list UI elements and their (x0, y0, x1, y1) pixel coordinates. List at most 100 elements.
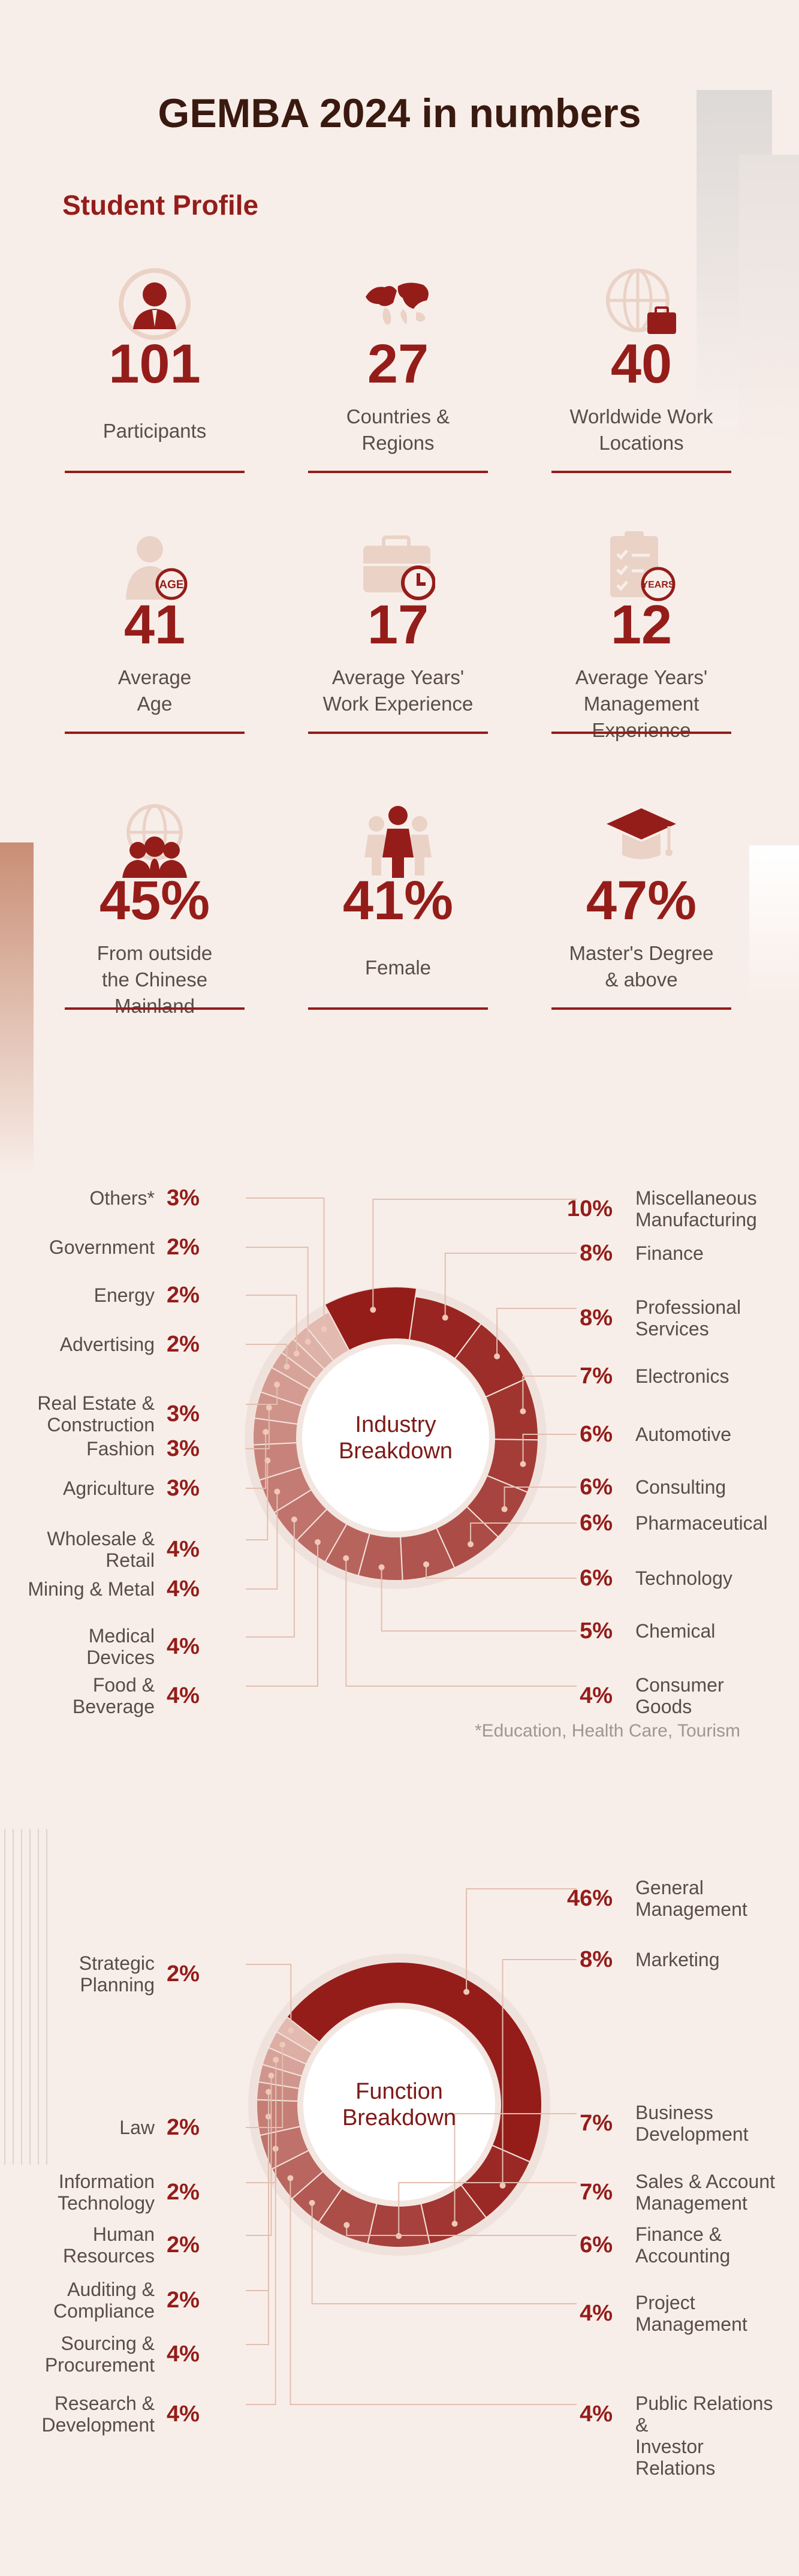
category-label-line: Finance (635, 1242, 704, 1264)
chart-center-label: Industry Breakdown (306, 1412, 486, 1464)
background-panel-left (0, 842, 34, 1178)
stat-label-line: Average (117, 666, 192, 688)
category-label-line: Wholesale & (47, 1528, 155, 1549)
category-label: Electronics (635, 1365, 785, 1387)
category-label: Sourcing & Procurement (5, 2333, 155, 2376)
category-label-line: Electronics (635, 1365, 729, 1387)
category-label-line: Auditing & (67, 2279, 155, 2300)
stat-label-line: Master's Degree (569, 942, 714, 964)
category-label: Food & Beverage (5, 1674, 155, 1717)
stat-label-line: & above (605, 968, 678, 991)
data-label: 2% (167, 2115, 200, 2140)
stat-4: AGE 41 Average Age (65, 528, 245, 738)
data-label: 2% (167, 1283, 200, 1308)
svg-text:AGE: AGE (159, 579, 183, 591)
center-label-line: Industry (355, 1412, 436, 1437)
category-label-line: Chemical (635, 1620, 716, 1642)
category-label-line: Beverage (73, 1696, 155, 1717)
leader-line (246, 2148, 276, 2405)
category-label-line: Compliance (53, 2300, 155, 2322)
leader-dot (273, 2057, 279, 2063)
leader-dot (494, 1353, 500, 1360)
category-label-line: Marketing (635, 1949, 720, 1970)
leader-line (246, 1542, 319, 1687)
stat-value: 101 (108, 333, 201, 395)
leader-line (246, 1519, 295, 1638)
leader-dot (321, 1326, 327, 1332)
leader-line (246, 1407, 270, 1449)
category-label: Advertising (5, 1334, 155, 1355)
data-label: 6% (580, 1510, 613, 1536)
category-label: Finance (635, 1242, 785, 1264)
stat-value: 47% (586, 870, 697, 931)
leader-dot (309, 2199, 315, 2206)
leader-line (246, 1247, 309, 1342)
stat-label: Female (308, 955, 488, 981)
data-label: 2% (167, 1235, 200, 1260)
stat-label-line: Participants (102, 420, 207, 442)
center-label-line: Breakdown (342, 2105, 457, 2130)
category-label-line: Services (635, 1318, 709, 1340)
category-label: Fashion (5, 1438, 155, 1459)
category-label: Auditing & Compliance (5, 2279, 155, 2322)
leader-dot (468, 1541, 474, 1548)
category-label-line: Management (635, 2313, 747, 2335)
category-label-line: Medical (88, 1625, 155, 1647)
data-label: 46% (566, 1886, 613, 1911)
leader-line (246, 2044, 284, 2128)
stat-7: 45% From outside the Chinese Mainland (65, 804, 245, 1017)
stat-label-line: Countries & (346, 405, 450, 428)
leader-line (246, 2075, 272, 2236)
stat-underline (65, 732, 245, 734)
leader-dot (268, 2072, 275, 2079)
category-label-line: Miscellaneous (635, 1187, 757, 1209)
female-icon (364, 806, 432, 878)
person-age-icon: AGE (126, 536, 188, 600)
leader-dot (274, 1488, 281, 1495)
leader-dot (423, 1561, 430, 1567)
stat-underline (551, 1007, 731, 1010)
stat-label-line: Regions (361, 432, 435, 454)
stat-label-line: Female (364, 956, 432, 979)
category-label-line: Sales & Account (635, 2171, 776, 2192)
section-heading: Student Profile (62, 189, 259, 221)
leader-dot (520, 1461, 526, 1467)
leader-dot (442, 1314, 448, 1321)
leader-dot (370, 1307, 376, 1313)
stat-label-line: Average Years' (331, 666, 465, 688)
leader-dot (315, 1539, 321, 1545)
leader-dot (520, 1408, 526, 1415)
category-label: Chemical (635, 1620, 785, 1642)
data-label: 4% (167, 1537, 200, 1562)
page-title: GEMBA 2024 in numbers (158, 91, 641, 136)
stat-label: Average Years' Management Experience (551, 664, 731, 744)
leader-dot (451, 2220, 458, 2227)
stat-label: Master's Degree & above (551, 940, 731, 993)
leader-line (246, 1491, 278, 1590)
category-label-line: Manufacturing (635, 1209, 757, 1230)
category-label-line: Business (635, 2102, 713, 2123)
category-label: Medical Devices (5, 1625, 155, 1668)
category-label: Consulting (635, 1476, 785, 1498)
leader-dot (343, 1555, 349, 1561)
leader-line (290, 2178, 577, 2405)
data-label: 7% (580, 2111, 613, 2136)
stat-label: Average Years' Work Experience (308, 664, 488, 717)
leader-dot (304, 1338, 311, 1345)
globe-briefcase-icon (606, 269, 676, 334)
leader-dot (274, 1382, 281, 1388)
category-label-line: Management (635, 2192, 747, 2214)
data-label: 3% (167, 1401, 200, 1427)
stat-6: YEARS 12 Average Years' Management Experi… (551, 528, 731, 741)
category-label-line: Accounting (635, 2245, 731, 2267)
category-label-line: Finance & (635, 2223, 722, 2245)
category-label-line: Technology (58, 2192, 155, 2214)
stat-label-line: the Chinese Mainland (101, 968, 208, 1017)
leader-dot (288, 2027, 294, 2034)
data-label: 3% (167, 1185, 200, 1211)
data-label: 7% (580, 1364, 613, 1389)
data-label: 4% (167, 1576, 200, 1602)
leader-line (502, 1959, 577, 2186)
category-label-line: Pharmaceutical (635, 1512, 768, 1534)
category-label-line: Public Relations & (635, 2393, 773, 2436)
